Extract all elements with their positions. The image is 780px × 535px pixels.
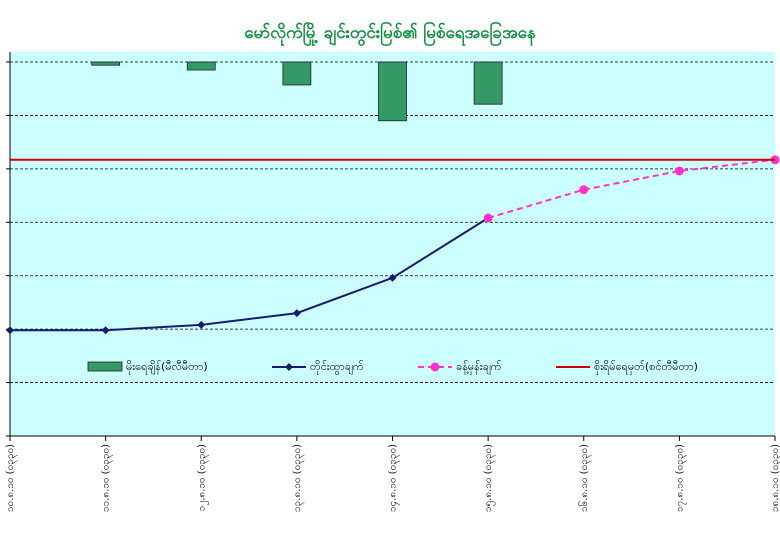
bar bbox=[91, 61, 121, 66]
legend-label: တိုင်းထွာချက် bbox=[310, 360, 364, 375]
legend-swatch bbox=[87, 361, 123, 372]
chart-title: မော်လိုက်မြို့ ချင်းတွင်းမြစ်၏ မြစ်ရေအခြ… bbox=[244, 20, 536, 47]
series-line bbox=[487, 158, 776, 219]
x-tick-label: ၁၆.၈.၁၀ (၀၃၃၀) bbox=[577, 444, 592, 512]
x-tick-label: ၁၀.၈.၁၀ (၀၃၃၀) bbox=[5, 444, 18, 512]
bar bbox=[473, 61, 503, 105]
x-tick-label: ၁၇.၈.၁၀ (၀၃၃၀) bbox=[674, 444, 687, 512]
point bbox=[292, 309, 301, 318]
x-tick-label: ၁၁.၈.၁၀ (၀၃၃၀) bbox=[101, 444, 114, 512]
legend-marker bbox=[285, 363, 293, 371]
point bbox=[6, 326, 14, 335]
bar bbox=[282, 61, 312, 86]
bar bbox=[186, 61, 216, 71]
legend-label: ခန့်မှန်းချက် bbox=[456, 360, 502, 375]
x-tick-label: ၁၄.၈.၁၀ (၀၃၃၀) bbox=[388, 444, 401, 512]
legend-label: မိုးရေချိန်(မီလီမီတာ) bbox=[126, 360, 208, 375]
legend-marker bbox=[430, 362, 440, 372]
point bbox=[101, 326, 110, 335]
legend-label: စိုးရိမ်ရေမှတ်(စင်တီမီတာ) bbox=[594, 360, 698, 375]
point bbox=[388, 273, 397, 282]
point bbox=[483, 213, 493, 223]
bar bbox=[378, 61, 407, 122]
x-tick-label: ၁၂.၈.၁၀ (၀၃၃၀) bbox=[196, 444, 209, 511]
point bbox=[579, 185, 589, 195]
point bbox=[674, 166, 684, 176]
x-tick-label: ၁၅.၈.၁၀ (၀၃၃၀) bbox=[483, 444, 496, 512]
series-line bbox=[10, 217, 489, 332]
point bbox=[197, 320, 206, 329]
x-tick-label: ၁၃.၈.၁၀ (၀၃၃၀) bbox=[292, 444, 305, 512]
x-tick-label: ၁၈.၈.၁၀ (၀၃၃၀) bbox=[770, 444, 780, 512]
